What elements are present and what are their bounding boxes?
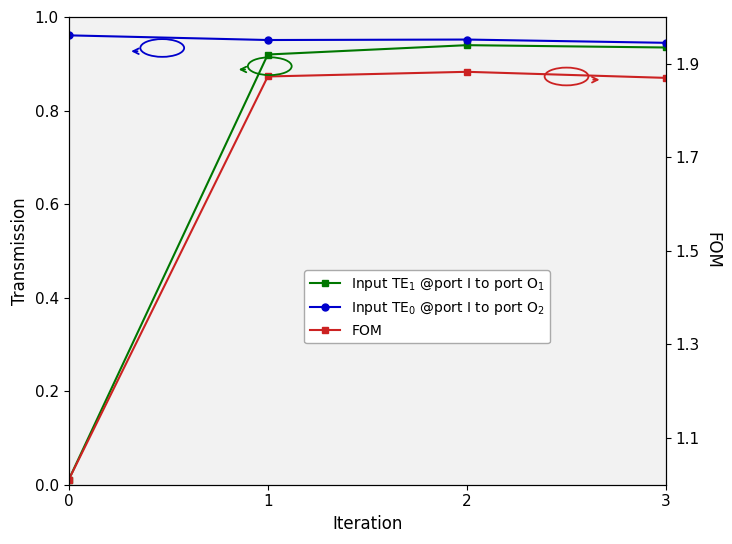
Line: Input TE$_0$ @port I to port O$_2$: Input TE$_0$ @port I to port O$_2$ (65, 32, 670, 46)
Line: Input TE$_1$ @port I to port O$_1$: Input TE$_1$ @port I to port O$_1$ (65, 42, 670, 484)
Line: FOM: FOM (65, 69, 670, 484)
Legend: Input TE$_1$ @port I to port O$_1$, Input TE$_0$ @port I to port O$_2$, FOM: Input TE$_1$ @port I to port O$_1$, Inpu… (304, 270, 550, 343)
FOM (264, 73, 272, 80)
Input TE$_0$ @port I to port O$_2$ (463, 36, 471, 43)
Input TE$_0$ @port I to port O$_2$ (64, 32, 73, 39)
FOM (64, 477, 73, 483)
X-axis label: Iteration: Iteration (332, 515, 403, 533)
Input TE$_1$ @port I to port O$_1$ (662, 44, 671, 51)
Input TE$_1$ @port I to port O$_1$ (64, 477, 73, 483)
Y-axis label: FOM: FOM (703, 232, 721, 269)
Input TE$_0$ @port I to port O$_2$ (662, 40, 671, 46)
FOM (463, 69, 471, 75)
Input TE$_1$ @port I to port O$_1$ (264, 51, 272, 58)
Y-axis label: Transmission: Transmission (11, 197, 29, 305)
Input TE$_0$ @port I to port O$_2$ (264, 37, 272, 44)
Input TE$_1$ @port I to port O$_1$ (463, 42, 471, 48)
FOM (662, 75, 671, 81)
